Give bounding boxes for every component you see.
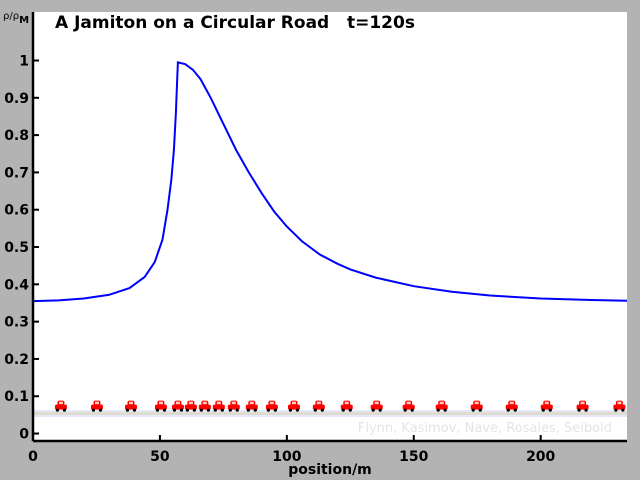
car-icon — [470, 400, 483, 412]
y-tick-label: 0.7 — [4, 165, 29, 181]
car-icon — [370, 400, 383, 412]
car-icon — [227, 400, 240, 412]
car-icon — [505, 400, 518, 412]
y-tick-label: 0.4 — [4, 277, 29, 293]
car-icon — [613, 400, 626, 412]
y-tick-label: 0 — [19, 427, 29, 443]
car-icon — [54, 400, 67, 412]
car-icon — [245, 400, 258, 412]
y-axis-label: ρ/ρM — [3, 11, 29, 26]
y-tick-label: 0.8 — [4, 128, 29, 144]
x-tick-label: 150 — [399, 449, 428, 465]
car-icon — [435, 400, 448, 412]
chart-title: A Jamiton on a Circular Road t=120s — [55, 13, 415, 33]
car-icon — [154, 400, 167, 412]
road — [33, 410, 627, 417]
y-axis-label-sub: M — [19, 15, 29, 26]
y-tick-label: 0.9 — [4, 91, 29, 107]
car-icon — [576, 400, 589, 412]
car-icon — [340, 400, 353, 412]
y-tick-label: 0.5 — [4, 240, 29, 256]
car-icon — [212, 400, 225, 412]
car-icon — [124, 400, 137, 412]
car-icon — [402, 400, 415, 412]
car-icon — [90, 400, 103, 412]
density-curve — [32, 61, 628, 303]
car-icon — [171, 400, 184, 412]
y-tick-label: 0.1 — [4, 389, 29, 405]
x-tick-label: 0 — [28, 449, 38, 465]
car-icon — [287, 400, 300, 412]
x-tick-label: 200 — [526, 449, 555, 465]
car-icon — [312, 400, 325, 412]
car-icon — [540, 400, 553, 412]
car-icon — [184, 400, 197, 412]
x-axis-label: position/m — [288, 462, 372, 478]
y-tick-label: 0.6 — [4, 203, 29, 219]
plot-area — [33, 12, 627, 441]
y-tick-label: 1 — [19, 53, 29, 69]
y-axis-label-main: ρ/ρ — [3, 11, 19, 22]
car-icon — [198, 400, 211, 412]
credit-text: Flynn, Kasimov, Nave, Rosales, Seibold — [358, 421, 612, 436]
x-tick-label: 50 — [150, 449, 170, 465]
car-icon — [265, 400, 278, 412]
y-tick-label: 0.3 — [4, 315, 29, 331]
x-tick-label: 100 — [272, 449, 301, 465]
y-tick-label: 0.2 — [4, 352, 29, 368]
